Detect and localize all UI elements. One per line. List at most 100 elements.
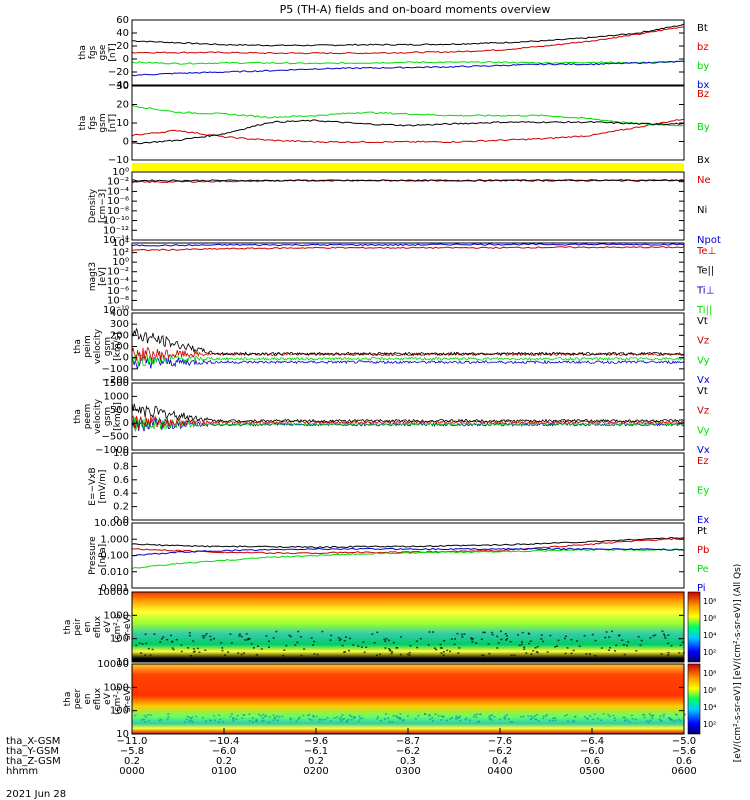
spectrogram-speckle [540,634,543,636]
spectrogram-speckle [556,645,559,647]
spectrogram-speckle [265,715,268,717]
spectrogram-speckle [310,637,313,639]
spectrogram-speckle [505,714,508,716]
series-By [131,104,685,127]
y-axis-label: peim [83,335,93,358]
spectrogram-speckle [171,647,174,649]
spectrogram-speckle [662,713,665,716]
spectrogram-speckle [262,713,265,716]
spectrogram-speckle [159,718,162,721]
legend-Vy: Vy [697,425,710,436]
spectrogram-speckle [622,716,625,719]
spectrogram-speckle [389,649,392,652]
spectrogram-p9 [132,592,684,662]
spectrogram-speckle [255,654,258,656]
spectrogram-speckle [585,653,588,655]
spectrogram-speckle [439,643,442,646]
y-axis-label: [nPa] [98,544,108,567]
y-tick-label: 10000 [97,587,129,598]
legend-Npot: Npot [697,235,721,246]
spectrogram-speckle [566,714,569,716]
spectrogram-speckle [663,633,665,635]
spectrogram-speckle [396,716,399,718]
spectrogram-speckle [345,636,347,638]
spectrogram-speckle [384,640,387,642]
spectrogram-speckle [487,643,490,645]
legend-Bt: Bt [697,23,708,34]
spectrogram-speckle [336,716,339,718]
spectrogram-speckle [476,721,479,723]
spectrogram-speckle [530,715,533,717]
legend-Te⊥: Te⊥ [696,246,716,257]
legend-Pe: Pe [697,564,709,575]
y-axis-label: (cm²-s- [113,683,123,715]
panel-p1: 60 40 20 0 −20 −40 tha fgs gse [nT] Bt bz by bx [78,15,709,91]
spectrogram-speckle [435,648,438,651]
spectrogram-speckle [213,715,216,717]
spectrogram-speckle [523,648,526,650]
spectrogram-speckle [667,642,670,645]
spectrogram-speckle [299,636,302,638]
spectrogram-speckle [600,647,603,649]
spectrogram-speckle [490,631,493,634]
legend-Vz: Vz [697,336,709,347]
spectrogram-speckle [459,715,462,718]
spectrogram-speckle [440,647,443,649]
x-axis-value: −9.6 [304,736,328,747]
spectrogram-speckle [506,635,508,637]
y-axis-label: [nT] [108,114,118,132]
spectrogram-speckle [237,652,240,654]
spectrogram-speckle [593,713,596,716]
spectrogram-speckle [247,638,250,640]
series-Vy [131,352,685,367]
spectrogram-speckle [441,715,444,718]
spectrogram-speckle [229,633,232,635]
spectrogram-speckle [576,640,578,642]
y-axis-label: (cm²-s- [113,611,123,643]
spectrogram-speckle [540,638,543,640]
spectrogram-speckle [273,716,276,719]
y-tick-label: 0.6 [113,475,129,486]
spectrogram-speckle [611,630,613,633]
spectrogram-speckle [384,713,387,715]
spectrogram-speckle [626,644,628,647]
spectrogram-speckle [628,720,631,723]
spectrogram-speckle [145,642,148,645]
spectrogram-speckle [219,718,222,721]
spectrogram-speckle [482,631,485,634]
spectrogram-speckle [431,717,434,719]
spectrogram-speckle [428,714,431,716]
spectrogram-speckle [255,718,258,721]
spectrogram-speckle [242,714,245,716]
spectrogram-speckle [185,718,188,721]
spectrogram-speckle [262,720,265,722]
y-tick-label: 10⁻² [107,177,129,188]
spectrogram-speckle [313,640,316,643]
colorbar-label: [eV/(cm²-s-sr-eV)] [eV/(cm²-s-sr-eV)] (A… [733,564,743,763]
spectrogram-speckle [499,630,502,633]
y-axis-label: en [83,621,93,632]
legend-Vx: Vx [697,375,710,386]
spectrogram-speckle [134,714,137,717]
spectrogram-speckle [244,639,247,641]
spectrogram-speckle [623,653,626,656]
spectrogram-speckle [204,634,207,637]
spectrogram-speckle [554,646,557,648]
spectrogram-speckle [135,644,138,647]
x-axis-value: 0100 [211,766,236,777]
spectrogram-speckle [505,639,508,641]
spectrogram-speckle [384,718,386,720]
legend-Bx: Bx [697,155,710,166]
panel-p10: 10000 1000 100 10 tha peer en eflux eV (cm²-s-sr-… [63,659,686,740]
spectrogram-speckle [283,649,286,651]
spectrogram-speckle [463,633,466,635]
spectrogram-speckle [614,719,617,722]
spectrogram-speckle [324,718,327,721]
y-tick-label: 0 [123,418,129,429]
spectrogram-speckle [333,717,336,719]
spectrogram-speckle [188,632,191,634]
spectrogram-speckle [483,631,486,634]
spectrogram-speckle [362,641,365,643]
